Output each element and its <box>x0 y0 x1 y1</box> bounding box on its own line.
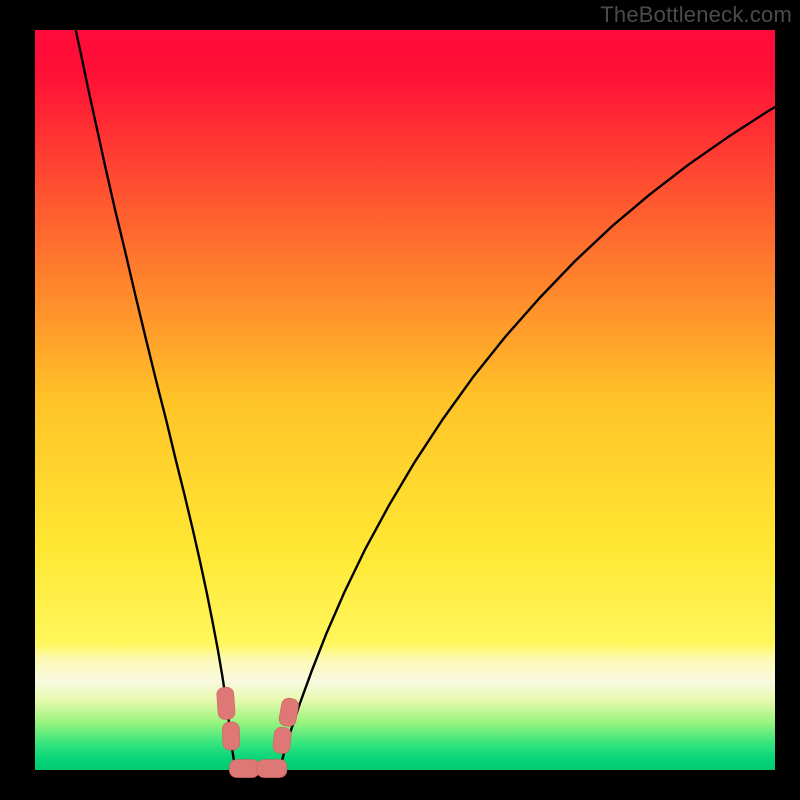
marker-bead <box>257 760 287 778</box>
chart-overlay <box>35 30 775 770</box>
marker-bead <box>216 687 235 720</box>
marker-bead <box>222 722 240 751</box>
curve-right-branch <box>279 106 776 770</box>
figure-container: TheBottleneck.com <box>0 0 800 800</box>
plot-area <box>35 30 775 770</box>
marker-bead <box>272 727 292 755</box>
marker-bead <box>229 760 259 778</box>
marker-bead <box>278 697 300 728</box>
watermark-text: TheBottleneck.com <box>600 2 792 28</box>
marker-group <box>216 687 299 778</box>
curve-left-branch <box>76 30 237 770</box>
